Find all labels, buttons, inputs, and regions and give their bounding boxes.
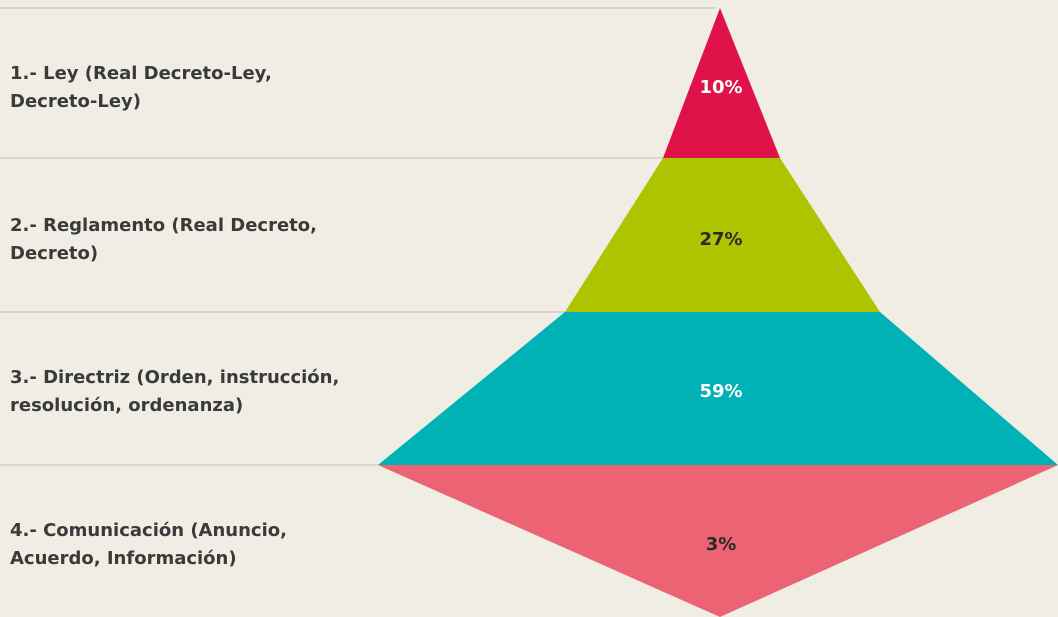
level-label: Decreto-Ley)	[10, 91, 141, 112]
level-label: 3.- Directriz (Orden, instrucción,	[10, 367, 339, 388]
level-value: 59%	[699, 381, 742, 402]
level-value: 10%	[699, 77, 742, 98]
level-label: Acuerdo, Información)	[10, 548, 237, 569]
level-label: 4.- Comunicación (Anuncio,	[10, 520, 287, 541]
pyramid-level	[378, 465, 1058, 617]
pyramid-level	[663, 8, 780, 158]
level-value: 3%	[706, 534, 737, 555]
level-label: resolución, ordenanza)	[10, 395, 243, 416]
level-value: 27%	[699, 229, 742, 250]
pyramid-level	[378, 312, 1058, 465]
pyramid-level	[565, 158, 880, 312]
level-label: 1.- Ley (Real Decreto-Ley,	[10, 63, 272, 84]
level-label: 2.- Reglamento (Real Decreto,	[10, 215, 317, 236]
level-label: Decreto)	[10, 243, 98, 264]
